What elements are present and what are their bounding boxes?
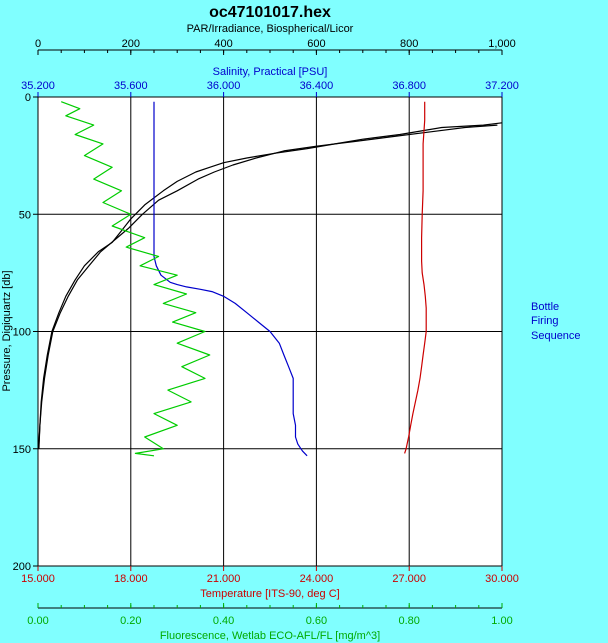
fluorescence-tick-label: 0.80 — [398, 615, 419, 627]
series-layer — [38, 101, 503, 457]
salinity-tick-label: 35.600 — [114, 80, 148, 92]
temperature-tick-label: 30.000 — [485, 573, 519, 585]
salinity-ticks: 35.200 35.600 36.000 36.400 36.800 37.200 — [21, 80, 519, 97]
par-up-series-line — [38, 124, 498, 445]
pressure-axis: Pressure, Digiquartz [db] 0 50 100 150 200 — [1, 92, 38, 573]
chart-title: oc47101017.hex — [209, 4, 331, 21]
pressure-axis-label: Pressure, Digiquartz [db] — [1, 270, 13, 391]
fluorescence-tick-label: 1.00 — [491, 615, 512, 627]
par-tick-label: 200 — [122, 38, 140, 50]
fluorescence-ticks: 0.00 0.20 0.40 0.60 0.80 1.00 — [27, 603, 513, 627]
par-axis: PAR/Irradiance, Biospherical/Licor 0 200 4… — [35, 23, 516, 55]
pressure-tick-label: 100 — [13, 327, 31, 339]
par-tick-label: 600 — [307, 38, 325, 50]
fluorescence-series-line — [60, 101, 211, 457]
fluorescence-tick-label: 0.00 — [27, 615, 48, 627]
fluorescence-tick-label: 0.20 — [120, 615, 141, 627]
temperature-series-line — [404, 101, 427, 454]
legend: Bottle Firing Sequence — [531, 301, 581, 342]
legend-line: Bottle — [531, 301, 559, 313]
par-axis-label: PAR/Irradiance, Biospherical/Licor — [187, 23, 354, 35]
fluorescence-tick-label: 0.40 — [213, 615, 234, 627]
salinity-tick-label: 37.200 — [485, 80, 519, 92]
pressure-tick-label: 200 — [13, 561, 31, 573]
pressure-tick-label: 50 — [19, 209, 31, 221]
salinity-tick-label: 36.000 — [207, 80, 241, 92]
pressure-tick-label: 0 — [25, 92, 31, 104]
par-tick-label: 1,000 — [488, 38, 516, 50]
salinity-axis-label: Salinity, Practical [PSU] — [213, 66, 328, 78]
fluorescence-axis: Fluorescence, Wetlab ECO-AFL/FL [mg/m^3]… — [27, 603, 513, 642]
salinity-tick-label: 36.400 — [300, 80, 334, 92]
par-tick-label: 0 — [35, 38, 41, 50]
temperature-ticks: 15.000 18.000 21.000 24.000 27.000 30.000 — [21, 566, 519, 585]
par-tick-label: 400 — [214, 38, 232, 50]
salinity-tick-label: 36.800 — [392, 80, 426, 92]
legend-line: Firing — [531, 315, 559, 327]
pressure-tick-label: 150 — [13, 444, 31, 456]
salinity-axis: Salinity, Practical [PSU] 35.200 35.600 36… — [21, 66, 519, 97]
temperature-tick-label: 18.000 — [114, 573, 148, 585]
salinity-series-line — [153, 101, 308, 457]
temperature-tick-label: 24.000 — [300, 573, 334, 585]
temperature-axis-label: Temperature [ITS-90, deg C] — [200, 588, 339, 600]
salinity-tick-label: 35.200 — [21, 80, 55, 92]
pressure-ticks: 0 50 100 150 200 — [13, 92, 38, 573]
temperature-axis: Temperature [ITS-90, deg C] 15.000 18.000… — [21, 566, 519, 600]
fluorescence-tick-label: 0.60 — [306, 615, 327, 627]
temperature-tick-label: 21.000 — [207, 573, 241, 585]
temperature-tick-label: 27.000 — [392, 573, 426, 585]
par-ticks: 0 200 400 600 800 1,000 — [35, 38, 516, 55]
temperature-tick-label: 15.000 — [21, 573, 55, 585]
par-tick-label: 800 — [400, 38, 418, 50]
fluorescence-axis-label: Fluorescence, Wetlab ECO-AFL/FL [mg/m^3] — [160, 630, 380, 642]
legend-line: Sequence — [531, 330, 581, 342]
